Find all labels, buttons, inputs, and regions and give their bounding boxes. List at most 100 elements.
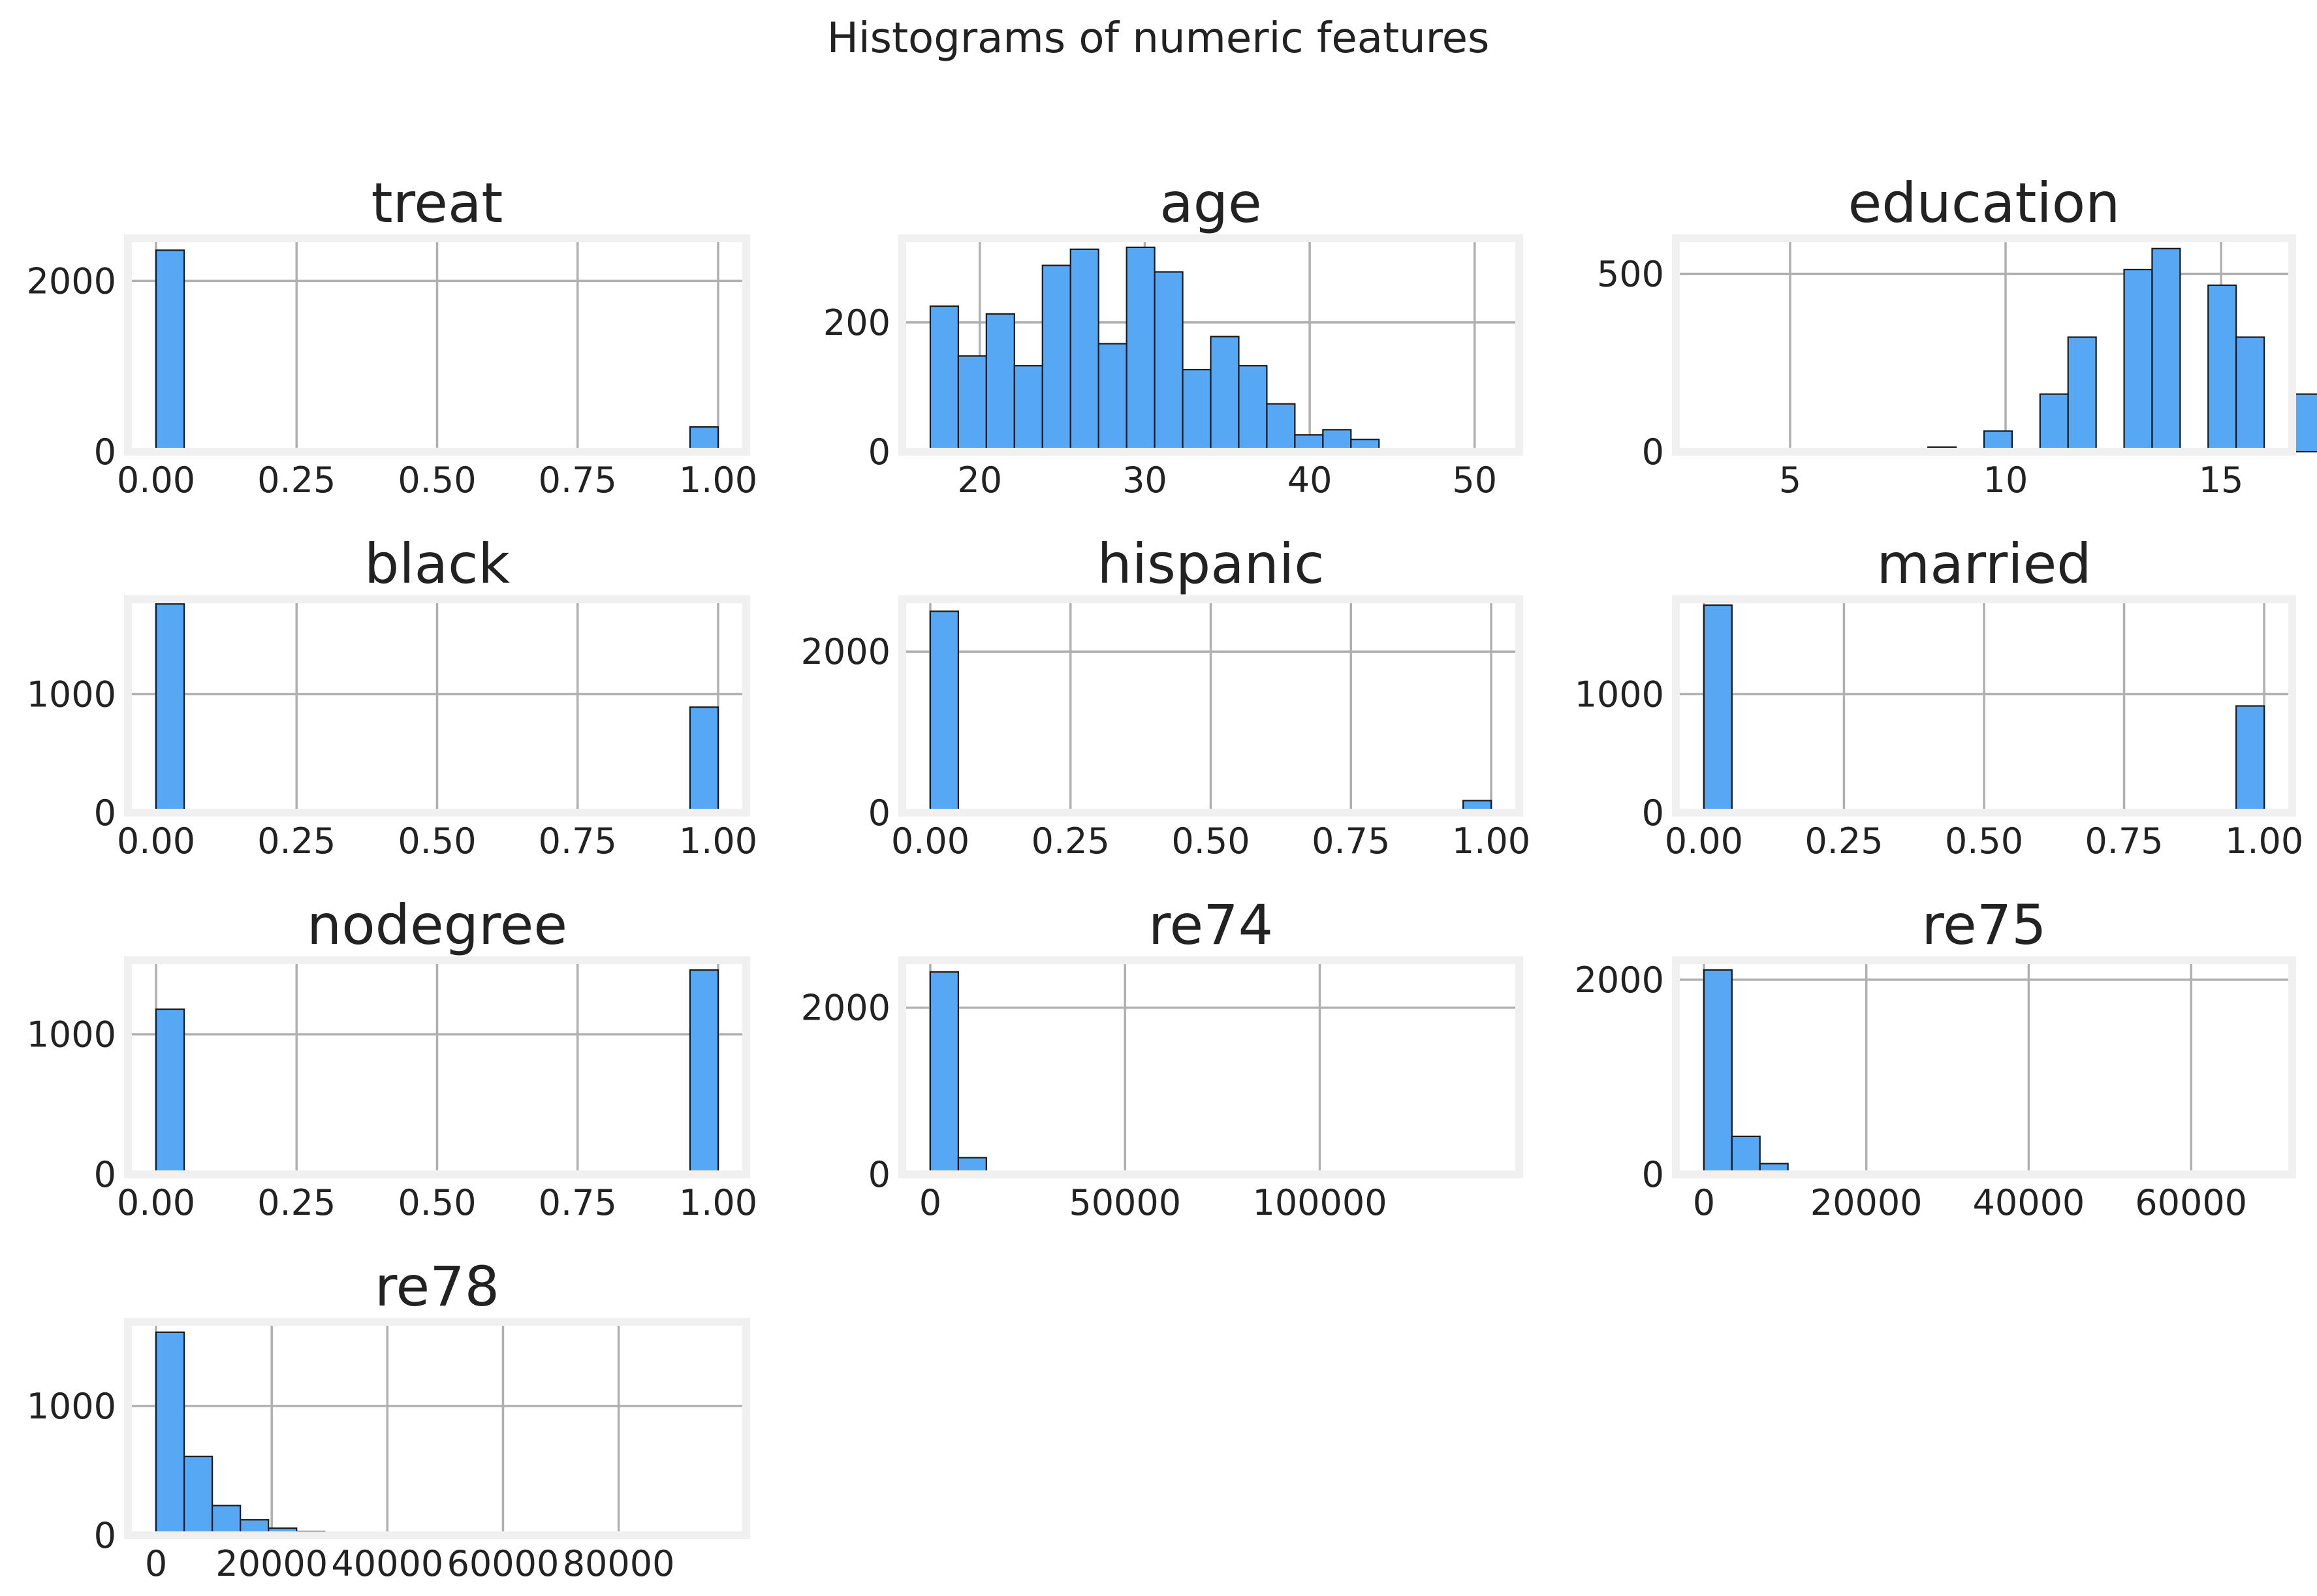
- bar-age-11: [1238, 365, 1268, 453]
- x-tick-label-black-4: 1.00: [679, 821, 757, 862]
- plot-frame-treat: [124, 234, 750, 456]
- x-tick-label-nodegree-3: 0.75: [539, 1182, 617, 1223]
- bar-married-19: [2235, 705, 2265, 814]
- x-tick-label-re75-1: 20000: [1810, 1182, 1923, 1223]
- plot-frame-nodegree: [124, 956, 750, 1178]
- x-tick-label-nodegree-0: 0.00: [117, 1182, 195, 1223]
- bar-black-19: [689, 706, 719, 814]
- y-tick-label-black-0: 0: [94, 792, 116, 834]
- bar-black-0: [155, 603, 185, 814]
- subplot-treat: treat 0.00 0.25 0.50 0.75 1.00 0 2000: [27, 171, 758, 501]
- y-tick-label-re74-0: 0: [868, 1154, 891, 1195]
- y-tick-label-nodegree-1: 1000: [27, 1014, 116, 1056]
- bar-age-3: [1013, 365, 1043, 453]
- bar-re78-2: [212, 1505, 242, 1537]
- x-tick-label-re74-2: 100000: [1252, 1182, 1387, 1223]
- x-tick-label-nodegree-1: 0.25: [257, 1182, 336, 1223]
- bar-married-0: [1703, 604, 1733, 814]
- x-tick-label-hispanic-1: 0.25: [1032, 821, 1110, 862]
- x-tick-label-treat-4: 1.00: [679, 460, 757, 501]
- subplot-title-black: black: [364, 532, 510, 596]
- bar-re78-1: [183, 1456, 213, 1537]
- x-tick-label-nodegree-4: 1.00: [679, 1182, 757, 1223]
- x-tick-label-treat-1: 0.25: [257, 460, 336, 501]
- bar-age-9: [1182, 369, 1212, 453]
- y-tick-label-treat-1: 2000: [27, 260, 116, 302]
- bar-age-7: [1126, 246, 1156, 453]
- x-tick-label-education-0: 5: [1779, 460, 1801, 501]
- subplot-title-re78: re78: [375, 1255, 499, 1319]
- x-tick-label-re75-0: 0: [1693, 1182, 1715, 1223]
- plot-frame-married: [1672, 595, 2296, 817]
- bar-age-4: [1041, 264, 1071, 453]
- subplot-title-age: age: [1159, 171, 1261, 235]
- x-tick-label-age-3: 50: [1452, 460, 1497, 501]
- x-tick-label-re78-3: 60000: [447, 1543, 560, 1584]
- bar-education-15: [2123, 268, 2153, 453]
- y-tick-label-married-1: 1000: [1575, 674, 1664, 715]
- y-tick-label-education-0: 0: [1642, 431, 1664, 473]
- x-tick-label-hispanic-3: 0.75: [1312, 821, 1390, 862]
- bar-age-10: [1210, 336, 1240, 453]
- x-tick-label-re74-1: 50000: [1069, 1182, 1181, 1223]
- x-tick-label-age-2: 40: [1287, 460, 1332, 501]
- subplot-title-education: education: [1848, 171, 2120, 235]
- bar-age-6: [1097, 343, 1127, 453]
- y-tick-label-age-0: 0: [868, 431, 891, 473]
- x-tick-label-married-1: 0.25: [1805, 821, 1883, 862]
- bar-age-12: [1266, 403, 1296, 453]
- y-tick-label-treat-0: 0: [94, 431, 116, 473]
- x-tick-label-black-1: 0.25: [257, 821, 336, 862]
- x-tick-label-nodegree-2: 0.50: [398, 1182, 476, 1223]
- subplot-title-married: married: [1876, 532, 2091, 596]
- subplot-title-nodegree: nodegree: [307, 893, 567, 957]
- bar-re74-0: [929, 971, 960, 1176]
- x-tick-label-re78-0: 0: [145, 1543, 167, 1584]
- x-tick-label-re78-2: 40000: [331, 1543, 443, 1584]
- bar-age-5: [1069, 248, 1099, 453]
- subplot-education: education 5 10 15 0 500: [1597, 171, 2317, 501]
- subplot-re74: re74 0 50000 100000 0 2000: [801, 893, 1523, 1223]
- plot-frame-re74: [898, 956, 1523, 1178]
- x-tick-label-hispanic-2: 0.50: [1171, 821, 1250, 862]
- subplot-re78: re78 0 20000 40000 60000 80000 0 1000: [27, 1255, 750, 1584]
- x-tick-label-treat-3: 0.75: [539, 460, 617, 501]
- subplot-re75: re75 0 20000 40000 60000 0 2000: [1575, 893, 2296, 1223]
- y-tick-label-age-1: 200: [823, 302, 891, 343]
- subplot-black: black 0.00 0.25 0.50 0.75 1.00 0 1000: [27, 532, 758, 862]
- x-tick-label-age-0: 20: [957, 460, 1002, 501]
- y-tick-label-re75-1: 2000: [1575, 960, 1664, 1001]
- subplot-age: age 20 30 40 50 0 200: [823, 171, 1523, 501]
- y-tick-label-black-1: 1000: [27, 674, 116, 715]
- x-tick-label-treat-2: 0.50: [398, 460, 476, 501]
- plot-frame-age: [898, 234, 1523, 456]
- x-tick-label-married-2: 0.50: [1945, 821, 2023, 862]
- x-tick-label-re78-1: 20000: [215, 1543, 328, 1584]
- x-tick-label-black-0: 0.00: [117, 821, 195, 862]
- bar-hispanic-0: [929, 610, 960, 814]
- subplot-married: married 0.00 0.25 0.50 0.75 1.00 0 1000: [1575, 532, 2304, 862]
- x-tick-label-married-3: 0.75: [2085, 821, 2163, 862]
- x-tick-label-married-4: 1.00: [2225, 821, 2303, 862]
- y-tick-label-nodegree-0: 0: [94, 1154, 116, 1195]
- bar-education-21: [2291, 393, 2317, 453]
- x-tick-label-hispanic-4: 1.00: [1452, 821, 1530, 862]
- plot-frame-re75: [1672, 956, 2296, 1178]
- y-tick-label-married-0: 0: [1642, 792, 1664, 834]
- x-tick-label-black-2: 0.50: [398, 821, 476, 862]
- y-tick-label-re75-0: 0: [1642, 1154, 1664, 1195]
- bar-education-19: [2235, 336, 2265, 453]
- bar-age-1: [957, 355, 987, 453]
- x-tick-label-age-1: 30: [1122, 460, 1167, 501]
- bar-nodegree-19: [689, 969, 719, 1176]
- y-tick-label-education-1: 500: [1597, 254, 1664, 295]
- x-tick-label-re75-3: 60000: [2135, 1182, 2247, 1223]
- bar-treat-0: [155, 249, 185, 453]
- y-tick-label-re78-1: 1000: [27, 1386, 116, 1427]
- figure-title: Histograms of numeric features: [827, 14, 1490, 63]
- plot-frame-education: [1672, 234, 2296, 456]
- bar-re75-0: [1703, 969, 1733, 1176]
- bar-nodegree-0: [155, 1008, 185, 1176]
- y-tick-label-re78-0: 0: [94, 1515, 116, 1556]
